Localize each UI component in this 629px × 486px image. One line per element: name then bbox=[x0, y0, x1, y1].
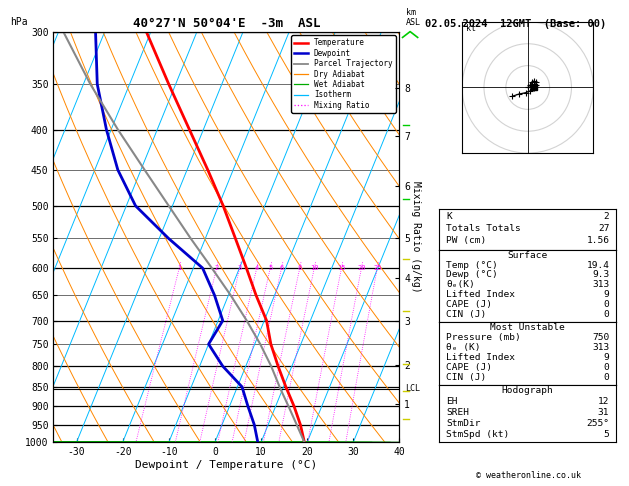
Text: SREH: SREH bbox=[446, 408, 469, 417]
Text: 20: 20 bbox=[357, 265, 365, 271]
Text: 15: 15 bbox=[337, 265, 346, 271]
Text: 2: 2 bbox=[214, 265, 219, 271]
Text: LCL: LCL bbox=[405, 384, 420, 393]
Text: PW (cm): PW (cm) bbox=[446, 236, 486, 245]
Legend: Temperature, Dewpoint, Parcel Trajectory, Dry Adiabat, Wet Adiabat, Isotherm, Mi: Temperature, Dewpoint, Parcel Trajectory… bbox=[291, 35, 396, 113]
Text: Totals Totals: Totals Totals bbox=[446, 224, 521, 233]
Text: hPa: hPa bbox=[10, 17, 28, 28]
Text: Lifted Index: Lifted Index bbox=[446, 353, 515, 362]
Text: 5: 5 bbox=[268, 265, 272, 271]
Text: 10: 10 bbox=[310, 265, 318, 271]
Text: CIN (J): CIN (J) bbox=[446, 310, 486, 319]
Text: CAPE (J): CAPE (J) bbox=[446, 363, 492, 372]
Text: 1: 1 bbox=[177, 265, 181, 271]
Text: 9.3: 9.3 bbox=[592, 270, 610, 279]
Text: 2: 2 bbox=[604, 212, 610, 221]
Text: 6: 6 bbox=[279, 265, 284, 271]
X-axis label: Dewpoint / Temperature (°C): Dewpoint / Temperature (°C) bbox=[135, 460, 318, 470]
Text: 313: 313 bbox=[592, 343, 610, 352]
Text: CIN (J): CIN (J) bbox=[446, 373, 486, 382]
Text: Dewp (°C): Dewp (°C) bbox=[446, 270, 498, 279]
Text: 19.4: 19.4 bbox=[586, 260, 610, 270]
Text: 1.56: 1.56 bbox=[586, 236, 610, 245]
Text: Hodograph: Hodograph bbox=[502, 386, 554, 396]
Text: 0: 0 bbox=[604, 310, 610, 319]
Text: 12: 12 bbox=[598, 397, 610, 406]
Text: StmSpd (kt): StmSpd (kt) bbox=[446, 430, 509, 439]
Text: θₑ(K): θₑ(K) bbox=[446, 280, 475, 289]
Text: 750: 750 bbox=[592, 333, 610, 342]
Text: 9: 9 bbox=[604, 353, 610, 362]
Text: 02.05.2024  12GMT  (Base: 00): 02.05.2024 12GMT (Base: 00) bbox=[425, 19, 606, 30]
Text: EH: EH bbox=[446, 397, 458, 406]
Text: 3: 3 bbox=[238, 265, 242, 271]
Text: © weatheronline.co.uk: © weatheronline.co.uk bbox=[476, 471, 581, 480]
Text: Pressure (mb): Pressure (mb) bbox=[446, 333, 521, 342]
Text: CAPE (J): CAPE (J) bbox=[446, 300, 492, 309]
Text: 5: 5 bbox=[604, 430, 610, 439]
Text: 255°: 255° bbox=[586, 419, 610, 428]
Text: kt: kt bbox=[467, 24, 477, 33]
Y-axis label: Mixing Ratio (g/kg): Mixing Ratio (g/kg) bbox=[411, 181, 421, 293]
Text: Most Unstable: Most Unstable bbox=[491, 323, 565, 332]
Text: Surface: Surface bbox=[508, 251, 548, 260]
Text: 9: 9 bbox=[604, 290, 610, 299]
Title: 40°27'N 50°04'E  -3m  ASL: 40°27'N 50°04'E -3m ASL bbox=[133, 17, 320, 31]
Text: θₑ (K): θₑ (K) bbox=[446, 343, 481, 352]
Text: StmDir: StmDir bbox=[446, 419, 481, 428]
Text: km
ASL: km ASL bbox=[406, 8, 421, 28]
Text: K: K bbox=[446, 212, 452, 221]
Text: Lifted Index: Lifted Index bbox=[446, 290, 515, 299]
Text: 31: 31 bbox=[598, 408, 610, 417]
Text: 0: 0 bbox=[604, 373, 610, 382]
Text: 0: 0 bbox=[604, 363, 610, 372]
Text: 27: 27 bbox=[598, 224, 610, 233]
Text: 4: 4 bbox=[255, 265, 259, 271]
Text: 25: 25 bbox=[373, 265, 382, 271]
Text: 0: 0 bbox=[604, 300, 610, 309]
Text: 313: 313 bbox=[592, 280, 610, 289]
Text: 8: 8 bbox=[298, 265, 302, 271]
Text: Temp (°C): Temp (°C) bbox=[446, 260, 498, 270]
